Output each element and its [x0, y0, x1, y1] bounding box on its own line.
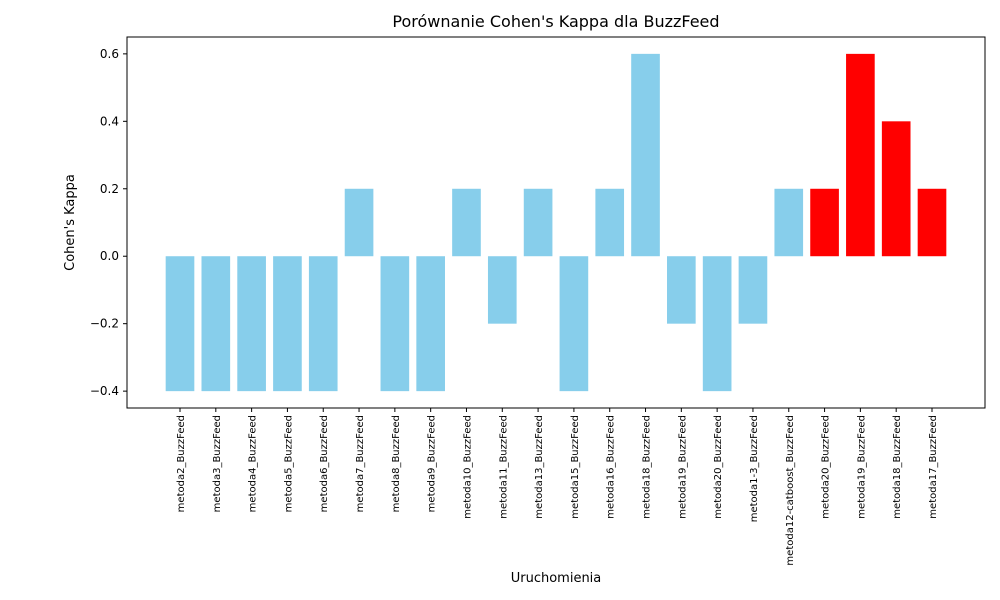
- bar: [810, 188, 839, 257]
- y-tick-label: 0.2: [100, 182, 119, 196]
- bar: [667, 256, 696, 324]
- bar: [237, 256, 266, 392]
- y-tick-label: 0.0: [100, 249, 119, 263]
- x-tick-label: metoda19_BuzzFeed: [677, 415, 688, 519]
- bar: [380, 256, 410, 392]
- bar: [452, 188, 481, 257]
- x-tick-label: metoda8_BuzzFeed: [391, 415, 402, 512]
- x-tick-label: metoda3_BuzzFeed: [212, 415, 223, 512]
- bar: [774, 188, 804, 257]
- bar: [308, 256, 338, 392]
- bar: [201, 256, 231, 392]
- x-tick-label: metoda12-catboost_BuzzFeed: [785, 415, 796, 566]
- bar: [344, 188, 374, 257]
- bar: [738, 256, 768, 324]
- bar: [846, 53, 875, 257]
- bar: [881, 121, 911, 257]
- bar: [917, 188, 947, 257]
- y-tick-label: −0.2: [90, 317, 119, 331]
- x-tick-label: metoda6_BuzzFeed: [319, 415, 330, 512]
- x-tick-label: metoda11_BuzzFeed: [498, 415, 509, 519]
- x-axis-ticks: metoda2_BuzzFeed metoda3_BuzzFeed metoda4_…: [176, 408, 939, 566]
- x-tick-label: metoda1-3_BuzzFeed: [749, 415, 760, 522]
- bar: [273, 256, 302, 392]
- x-tick-label: metoda20_BuzzFeed: [821, 415, 832, 519]
- y-tick-label: 0.6: [100, 47, 119, 61]
- x-tick-label: metoda19_BuzzFeed: [856, 415, 867, 519]
- x-tick-label: metoda10_BuzzFeed: [462, 415, 473, 519]
- bar: [487, 256, 517, 324]
- bar: [631, 53, 660, 257]
- plot-frame: [126, 36, 986, 409]
- x-tick-label: metoda18_BuzzFeed: [642, 415, 653, 519]
- y-tick-label: 0.4: [100, 114, 119, 128]
- x-tick-label: metoda9_BuzzFeed: [427, 415, 438, 512]
- y-axis-ticks: −0.4 −0.2 0.0 0.2 0.4 0.6: [90, 47, 127, 398]
- y-tick-label: −0.4: [90, 384, 119, 398]
- x-tick-label: metoda18_BuzzFeed: [892, 415, 903, 519]
- x-tick-label: metoda5_BuzzFeed: [283, 415, 294, 512]
- bar: [523, 188, 553, 257]
- bar: [702, 256, 732, 392]
- bar: [559, 256, 589, 392]
- x-tick-label: metoda15_BuzzFeed: [570, 415, 581, 519]
- bars-group: [165, 53, 947, 392]
- x-tick-label: metoda7_BuzzFeed: [355, 415, 366, 512]
- x-axis-label: Uruchomienia: [511, 571, 602, 586]
- x-tick-label: metoda4_BuzzFeed: [248, 415, 259, 512]
- bar: [165, 256, 195, 392]
- x-tick-label: metoda20_BuzzFeed: [713, 415, 724, 519]
- x-tick-label: metoda16_BuzzFeed: [606, 415, 617, 519]
- bar: [595, 188, 625, 257]
- x-tick-label: metoda13_BuzzFeed: [534, 415, 545, 519]
- chart-title: Porównanie Cohen's Kappa dla BuzzFeed: [392, 12, 719, 31]
- bar: [416, 256, 445, 392]
- x-tick-label: metoda2_BuzzFeed: [176, 415, 187, 512]
- x-tick-label: metoda17_BuzzFeed: [928, 415, 939, 519]
- y-axis-label: Cohen's Kappa: [63, 174, 78, 271]
